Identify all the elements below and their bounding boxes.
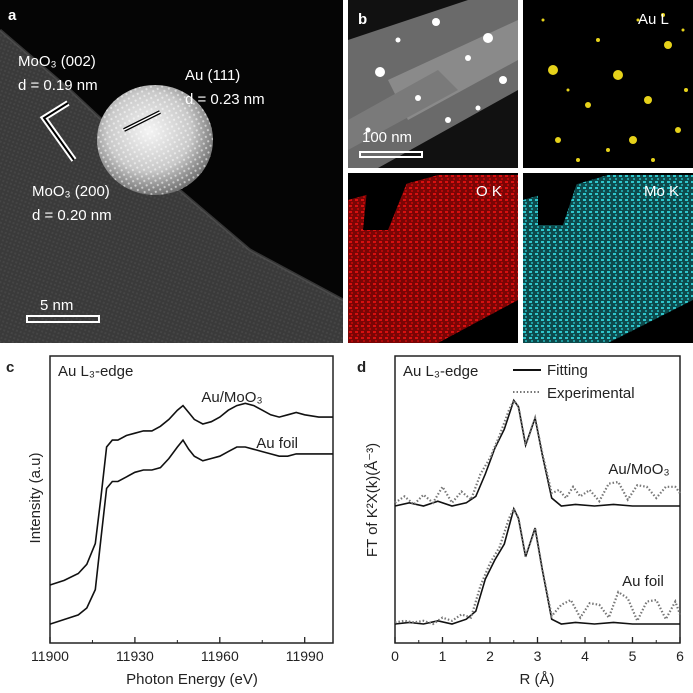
mo-k-map: Mo K xyxy=(523,173,693,343)
legend-d: Fitting Experimental xyxy=(513,362,635,402)
au-l-label: Au L xyxy=(638,11,669,28)
x-tick-label-c: 11930 xyxy=(116,648,154,664)
scale-bar-a xyxy=(26,315,100,323)
o-k-map: O K xyxy=(348,173,518,343)
chart-c-ylabel: Intensity (a.u) xyxy=(27,453,44,544)
o-k-label: O K xyxy=(476,183,502,200)
moo3-200-d: d = 0.20 nm xyxy=(32,207,112,224)
series-experimental-d-3 xyxy=(394,506,682,626)
legend-experimental: Experimental xyxy=(547,385,635,402)
panel-b-eds-maps: b 100 nm Au L O K Mo K xyxy=(348,0,693,343)
series-line-c-1 xyxy=(49,438,333,625)
chart-d-title: Au L₃-edge xyxy=(403,363,478,380)
plot-frame-c xyxy=(49,355,334,644)
mo-k-label: Mo K xyxy=(644,183,679,200)
curve-label-au-foil: Au foil xyxy=(256,435,298,452)
series-line-c-0 xyxy=(49,402,333,586)
chart-c-xlabel: Photon Energy (eV) xyxy=(126,671,258,688)
x-tick-label-d: 3 xyxy=(534,648,542,664)
x-tick-label-c: 11960 xyxy=(201,648,239,664)
panel-a-tem-image: a MoO₃ (002) d = 0.19 nm Au (111) d = 0.… xyxy=(0,0,343,343)
chart-d-ylabel: FT of K²X(k)(Å⁻³) xyxy=(364,443,381,557)
x-tick-label-c: 11900 xyxy=(31,648,69,664)
curve-label-au-moo3: Au/MoO₃ xyxy=(201,389,262,406)
haadf-image: b 100 nm xyxy=(348,0,518,168)
x-tick-label-d: 6 xyxy=(676,648,684,664)
plot-frame-d xyxy=(394,355,681,644)
x-tick-label-d: 0 xyxy=(391,648,399,664)
scale-bar-a-label: 5 nm xyxy=(40,297,73,314)
panel-d-letter: d xyxy=(357,359,366,376)
panel-b-letter: b xyxy=(358,11,367,28)
chart-c-title: Au L₃-edge xyxy=(58,363,133,380)
legend-fitting: Fitting xyxy=(547,362,588,379)
x-tick-label-d: 2 xyxy=(486,648,494,664)
x-tick-label-d: 4 xyxy=(581,648,589,664)
au111-d: d = 0.23 nm xyxy=(185,91,265,108)
panel-d-exafs-chart: d Au L₃-edge Fitting Experimental Au/MoO… xyxy=(357,355,684,688)
moo3-002-label: MoO₃ (002) xyxy=(18,53,96,70)
panel-c-xanes-chart: c Au L₃-edge Au/MoO₃ Au foil Photon Ener… xyxy=(6,355,334,688)
moo3-002-d: d = 0.19 nm xyxy=(18,77,98,94)
scale-bar-b-label: 100 nm xyxy=(362,129,412,146)
series-experimental-d-1 xyxy=(394,398,681,506)
scale-bar-b xyxy=(359,151,423,158)
x-tick-label-c: 11990 xyxy=(286,648,324,664)
au-l-map: Au L xyxy=(523,0,693,168)
curve-label-d-au-moo3: Au/MoO₃ xyxy=(608,461,669,478)
panel-a-letter: a xyxy=(8,7,17,24)
chart-d-xlabel: R (Å) xyxy=(520,671,555,688)
x-tick-label-d: 5 xyxy=(629,648,637,664)
x-tick-label-d: 1 xyxy=(439,648,447,664)
moo3-200-label: MoO₃ (200) xyxy=(32,183,110,200)
au111-label: Au (111) xyxy=(185,67,240,84)
panel-c-letter: c xyxy=(6,359,14,376)
series-fitting-d-2 xyxy=(394,506,680,625)
series-fitting-d-0 xyxy=(394,398,680,507)
curve-label-d-au-foil: Au foil xyxy=(622,573,664,590)
